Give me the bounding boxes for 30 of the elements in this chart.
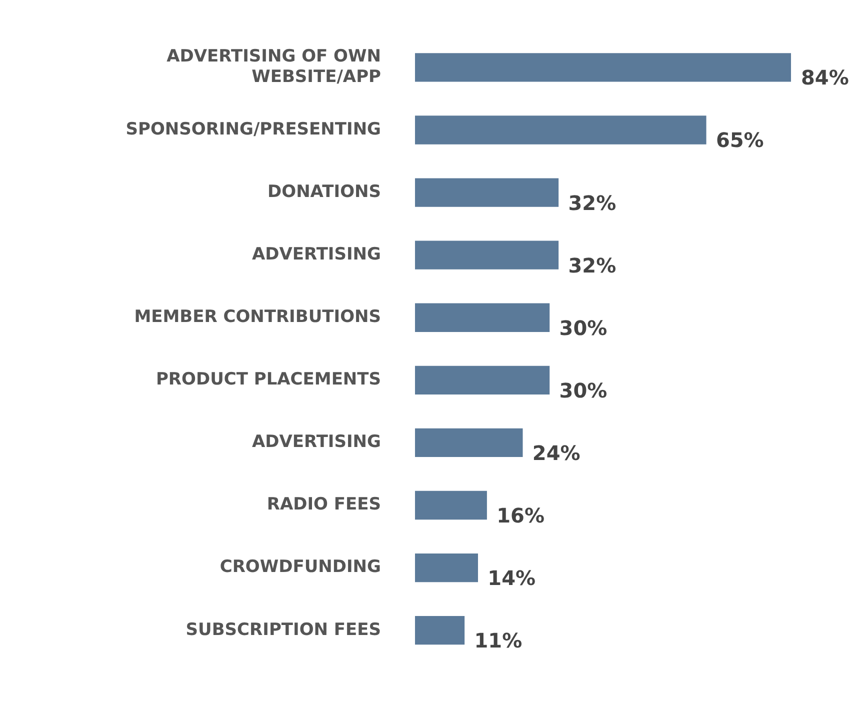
data-label: 14% xyxy=(488,566,536,590)
data-label: 84% xyxy=(801,66,849,90)
y-tick-label: SPONSORING/PRESENTING xyxy=(126,119,381,140)
bar xyxy=(415,428,523,458)
bar xyxy=(415,303,550,332)
bar xyxy=(415,240,559,270)
y-tick-label: ADVERTISING xyxy=(252,432,381,452)
bar xyxy=(415,616,465,645)
data-label: 16% xyxy=(496,503,544,528)
bar xyxy=(415,178,559,207)
y-tick-label: CROWDFUNDING xyxy=(220,557,381,578)
bar xyxy=(415,553,478,582)
bar xyxy=(415,116,706,144)
data-label: 32% xyxy=(568,190,616,215)
bar xyxy=(415,53,791,82)
y-tick-label: MEMBER CONTRIBUTIONS xyxy=(134,307,381,328)
data-label: 24% xyxy=(532,440,580,465)
data-label: 32% xyxy=(568,253,616,278)
data-label: 11% xyxy=(474,628,522,653)
bar xyxy=(415,366,550,394)
data-label: 30% xyxy=(559,378,608,402)
y-tick-label: DONATIONS xyxy=(268,182,381,202)
y-tick-label: ADVERTISING OF OWN WEBSITE/APP xyxy=(166,46,381,88)
y-tick-label: ADVERTISING xyxy=(252,244,381,265)
y-tick-label: RADIO FEES xyxy=(266,494,381,515)
data-label: 30% xyxy=(559,316,608,340)
y-tick-label: SUBSCRIPTION FEES xyxy=(186,620,381,640)
y-tick-label: PRODUCT PLACEMENTS xyxy=(156,370,381,390)
data-label: 65% xyxy=(716,128,764,152)
bar xyxy=(415,490,487,520)
